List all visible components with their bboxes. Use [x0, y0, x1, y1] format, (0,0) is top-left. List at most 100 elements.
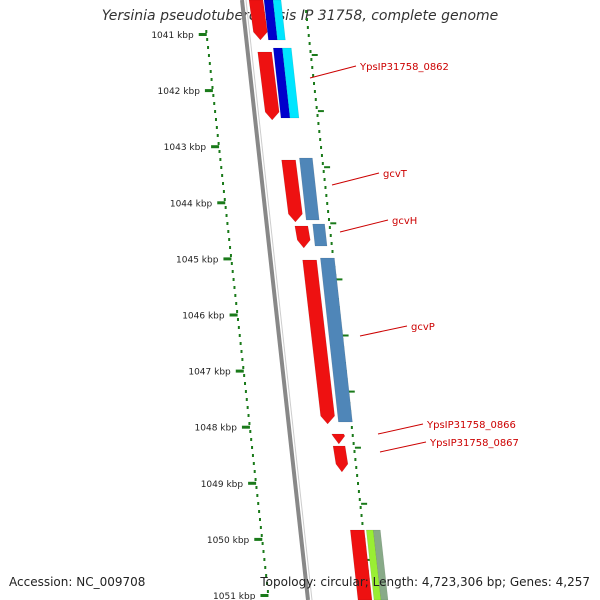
outer-dot — [356, 474, 359, 477]
outer-dot — [351, 434, 354, 437]
scale-dot — [239, 342, 242, 345]
scale-dot — [265, 574, 268, 577]
scale-dot — [251, 454, 254, 457]
scale-dot — [207, 54, 210, 57]
outer-dot — [326, 202, 329, 205]
outer-dot — [325, 194, 328, 197]
scale-dot — [248, 422, 251, 425]
outer-tick — [336, 278, 343, 281]
scale-dot — [215, 126, 218, 129]
outer-dot — [315, 106, 318, 109]
outer-dot — [320, 154, 323, 157]
axis-tick-label: 1051 kbp — [213, 592, 256, 600]
gene-label: gcvH — [392, 216, 417, 227]
outer-dot — [309, 50, 312, 53]
scale-dot — [223, 198, 226, 201]
axis-tick-label: 1042 kbp — [158, 87, 201, 97]
outer-dot — [324, 186, 327, 189]
scale-dot — [255, 486, 258, 489]
scale-dot — [252, 462, 255, 465]
outer-dot — [322, 170, 325, 173]
scale-dot — [245, 398, 248, 401]
outer-dot — [312, 74, 315, 77]
scale-dot — [266, 582, 269, 585]
scale-dot — [225, 214, 228, 217]
backbone-line — [240, 0, 310, 600]
outer-dot — [359, 506, 362, 509]
outer-dot — [360, 514, 363, 517]
scale-dot — [257, 502, 260, 505]
scale-dot — [211, 86, 214, 89]
axis-tick-label: 1044 kbp — [170, 199, 213, 209]
outer-tick — [311, 54, 318, 56]
scale-dot — [224, 206, 227, 209]
axis-tick — [248, 481, 257, 485]
gene-bar — [320, 257, 353, 423]
outer-tick — [342, 334, 349, 337]
scale-dot — [244, 390, 247, 393]
outer-dot — [357, 490, 360, 493]
scale-dot — [208, 62, 211, 65]
outer-dot — [314, 98, 317, 101]
outer-dot — [310, 58, 313, 61]
axis-tick — [211, 145, 220, 149]
scale-dot — [206, 38, 209, 41]
outer-dot — [352, 442, 355, 445]
scale-dot — [205, 30, 208, 33]
scale-dot — [209, 70, 212, 73]
leader-line — [331, 172, 380, 186]
gene-label: YpsIP31758_0867 — [429, 438, 519, 449]
scale-dot — [250, 438, 253, 441]
scale-dot — [226, 222, 229, 225]
accession-text: Accession: NC_009708 — [9, 575, 146, 589]
outer-dot — [305, 18, 308, 21]
scale-dot — [214, 118, 217, 121]
outer-dot — [358, 498, 361, 501]
scale-dot — [261, 542, 264, 545]
scale-dot — [258, 518, 261, 521]
scale-dot — [217, 142, 220, 145]
gene-label: gcvT — [383, 169, 408, 180]
topology-text: Topology: circular; Length: 4,723,306 bp… — [260, 575, 590, 589]
axis-tick — [223, 257, 232, 261]
scale-dot — [249, 430, 252, 433]
outer-dot — [317, 122, 320, 125]
scale-dot — [229, 254, 232, 257]
gene-arrow — [302, 259, 335, 425]
outer-dot — [327, 210, 330, 213]
scale-dot — [260, 534, 263, 537]
axis-tick-label: 1050 kbp — [207, 536, 250, 546]
scale-dot — [230, 262, 233, 265]
outer-dot — [328, 226, 331, 229]
scale-dot — [229, 246, 232, 249]
scale-dot — [253, 470, 256, 473]
outer-dot — [330, 242, 333, 245]
gene-arrow — [248, 0, 268, 41]
scale-dot — [243, 374, 246, 377]
axis-tick — [217, 201, 226, 205]
scale-dot — [228, 238, 231, 241]
scale-dot — [213, 102, 216, 105]
gene-arrow — [332, 445, 349, 473]
outer-dot — [313, 82, 316, 85]
axis-tick-label: 1043 kbp — [164, 143, 207, 153]
gene-bar — [299, 157, 320, 221]
leader-line — [339, 219, 389, 233]
outer-dot — [305, 10, 308, 13]
scale-dot — [212, 94, 215, 97]
scale-dot — [210, 78, 213, 81]
axis-tick — [198, 33, 207, 36]
outer-dot — [355, 466, 358, 469]
axis-tick-label: 1047 kbp — [188, 368, 231, 378]
gene-bar — [366, 529, 382, 600]
axis-tick — [260, 594, 269, 597]
scale-dot — [242, 366, 245, 369]
outer-dot — [321, 162, 324, 165]
gene-label: YpsIP31758_0866 — [426, 420, 516, 431]
outer-dot — [311, 66, 314, 69]
gene-bar — [373, 529, 389, 600]
scale-dot — [266, 590, 269, 593]
scale-dot — [233, 286, 236, 289]
outer-tick — [348, 390, 355, 393]
